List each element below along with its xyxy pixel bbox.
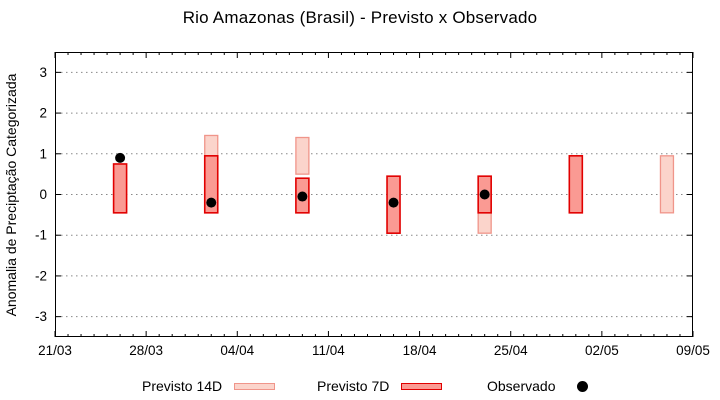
forecast-bar-7d: [112, 163, 128, 214]
observed-dot: [297, 191, 308, 202]
x-tick-label: 04/04: [220, 343, 254, 358]
forecast-bar-14d: [477, 212, 492, 234]
previsto-14d-swatch: [234, 382, 276, 390]
observado-swatch: [577, 380, 589, 392]
x-tick-label: 28/03: [129, 343, 163, 358]
x-tick-label: 21/03: [38, 343, 72, 358]
forecast-bar-14d: [204, 134, 219, 157]
plot-frame: [55, 52, 693, 337]
legend-label-previsto-14d: Previsto 14D: [142, 378, 223, 394]
legend-item-previsto-14d: Previsto 14D: [142, 377, 276, 395]
x-tick-label: 02/05: [585, 343, 619, 358]
y-tick-label: 3: [39, 65, 47, 80]
observed-dot: [479, 189, 490, 200]
y-tick-label: 0: [39, 187, 47, 202]
y-tick-label: 1: [39, 146, 47, 161]
y-tick-label: 2: [39, 106, 47, 121]
x-tick-label: 25/04: [494, 343, 528, 358]
observed-dot: [206, 197, 217, 208]
x-tick-label: 18/04: [403, 343, 437, 358]
observed-dot: [388, 197, 399, 208]
y-tick-label: -1: [35, 228, 47, 243]
y-axis-label: Anomalia de Preciptação Categorizada: [3, 73, 19, 316]
forecast-bar-7d: [203, 155, 219, 214]
forecast-bar-7d: [568, 155, 584, 214]
observed-dot: [115, 152, 126, 163]
legend-item-previsto-7d: Previsto 7D: [317, 377, 443, 395]
legend-label-previsto-7d: Previsto 7D: [317, 378, 390, 394]
y-tick-label: -2: [35, 268, 47, 283]
forecast-bar-14d: [659, 155, 675, 214]
forecast-bar-14d: [295, 136, 310, 175]
legend-item-observado: Observado: [487, 377, 589, 395]
y-tick-label: -3: [35, 309, 47, 324]
previsto-7d-swatch: [401, 382, 443, 390]
legend-label-observado: Observado: [487, 378, 556, 394]
x-tick-label: 09/05: [676, 343, 710, 358]
x-tick-label: 11/04: [312, 343, 345, 358]
chart-title: Rio Amazonas (Brasil) - Previsto x Obser…: [182, 8, 538, 27]
